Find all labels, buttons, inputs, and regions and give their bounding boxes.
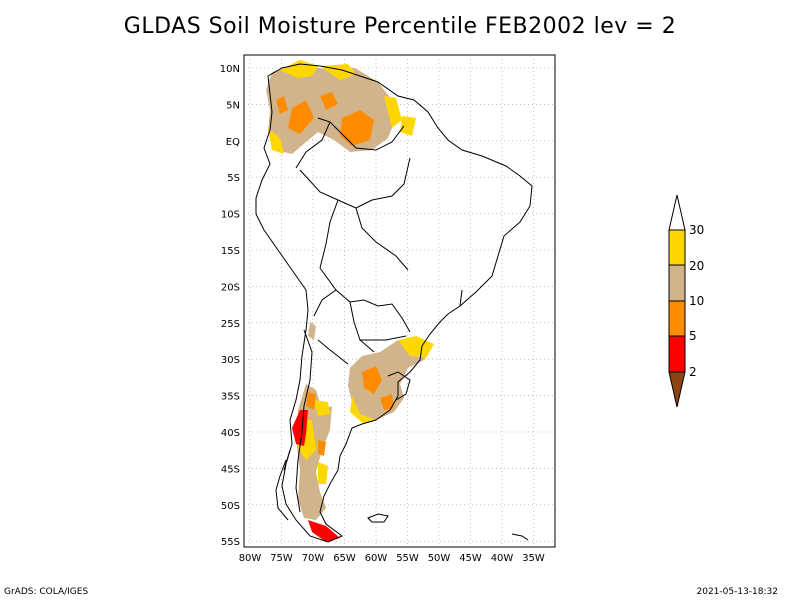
lat-tick-label: 55S — [221, 537, 240, 548]
south-georgia — [511, 533, 529, 541]
colorbar-2-5 — [668, 335, 686, 373]
lat-tick-label: 40S — [221, 428, 240, 439]
lon-tick-label: 75W — [270, 553, 293, 564]
lon-tick-label: 80W — [239, 553, 262, 564]
map-title: GLDAS Soil Moisture Percentile FEB2002 l… — [123, 14, 677, 39]
longitude-ticks: 80W 75W 70W 65W 60W 55W 50W 45W 40W 35W — [239, 553, 545, 564]
lat-tick-label: 15S — [221, 246, 240, 257]
continent-outline — [255, 63, 533, 543]
lat-tick-label: 25S — [221, 319, 240, 330]
lon-tick-label: 55W — [396, 553, 419, 564]
colorbar-label: 5 — [689, 329, 697, 343]
coastline-borders — [255, 63, 533, 543]
colorbar-below-2 — [668, 371, 686, 408]
colorbar-5-10 — [668, 300, 686, 337]
lat-tick-label: 35S — [221, 392, 240, 403]
lat-tick-label: 50S — [221, 501, 240, 512]
latitude-ticks: 10N 5N EQ 5S 10S 15S 20S 25S 30S 35S 40S 45S 50S 55S — [220, 64, 240, 548]
lat-tick-label: 20S — [221, 282, 240, 293]
lat-tick-label: 5S — [227, 173, 240, 184]
lon-tick-label: 40W — [491, 553, 514, 564]
footer-timestamp: 2021-05-13-18:32 — [696, 587, 779, 597]
lat-tick-label: 10N — [220, 64, 240, 75]
colorbar-above-30 — [668, 194, 686, 231]
uruguay-border — [387, 371, 411, 401]
lat-tick-label: 45S — [221, 464, 240, 475]
country-borders — [295, 117, 463, 513]
lon-tick-label: 65W — [333, 553, 356, 564]
colorbar-20-30 — [668, 229, 686, 266]
lon-tick-label: 70W — [302, 553, 325, 564]
colorbar-label: 10 — [689, 294, 704, 308]
chile-islands — [275, 449, 291, 521]
lat-tick-label: 5N — [226, 100, 240, 111]
footer-credit: GrADS: COLA/IGES — [4, 587, 89, 597]
colorbar-label: 30 — [689, 223, 704, 237]
lat-tick-label: EQ — [226, 137, 240, 148]
lat-tick-label: 10S — [221, 210, 240, 221]
lon-tick-label: 50W — [428, 553, 451, 564]
colorbar-label: 2 — [689, 365, 697, 379]
lon-tick-label: 60W — [365, 553, 388, 564]
lat-tick-label: 30S — [221, 355, 240, 366]
lon-tick-label: 35W — [522, 553, 545, 564]
colorbar-label: 20 — [689, 259, 704, 273]
colorbar-10-20 — [668, 264, 686, 302]
colorbar: 30 20 10 5 2 — [668, 194, 704, 408]
falkland-islands — [367, 513, 389, 523]
lon-tick-label: 45W — [459, 553, 482, 564]
